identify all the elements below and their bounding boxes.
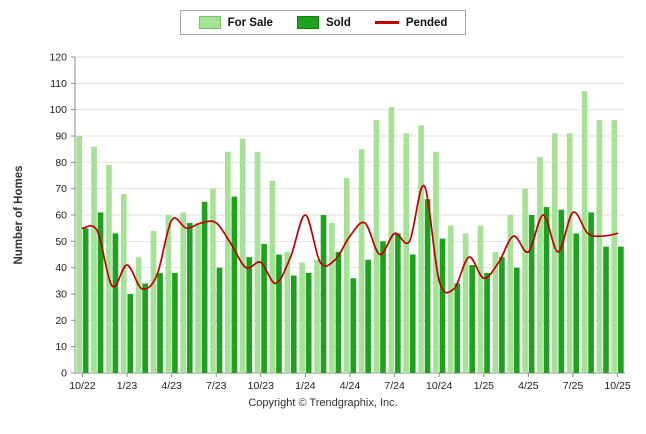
axes — [71, 56, 619, 377]
svg-text:4/25: 4/25 — [518, 380, 539, 392]
svg-text:1/23: 1/23 — [117, 380, 138, 392]
svg-text:90: 90 — [55, 131, 67, 143]
svg-text:10/22: 10/22 — [69, 380, 95, 392]
svg-text:7/24: 7/24 — [384, 380, 405, 392]
legend-item-for-sale: For Sale — [198, 16, 273, 29]
legend-label-for-sale: For Sale — [227, 16, 273, 29]
svg-text:1/24: 1/24 — [295, 380, 316, 392]
svg-text:50: 50 — [55, 236, 67, 248]
svg-text:10/23: 10/23 — [248, 380, 274, 392]
pended-line — [81, 185, 619, 294]
pended-line-swatch-icon — [374, 21, 399, 24]
svg-text:4/23: 4/23 — [161, 380, 182, 392]
for-sale-swatch-icon — [198, 16, 221, 29]
svg-text:10/24: 10/24 — [426, 380, 452, 392]
axis-labels: 0 10 20 30 40 50 60 70 80 90 100 110 120 10/22 1/23 4/2… — [13, 52, 631, 393]
legend-item-pended: Pended — [374, 16, 448, 29]
chart-svg: 0 10 20 30 40 50 60 70 80 90 100 110 120 10/22 1/23 4/2… — [13, 52, 631, 393]
svg-text:4/24: 4/24 — [340, 380, 361, 392]
for-sale-bars — [76, 91, 618, 374]
svg-text:40: 40 — [55, 262, 67, 274]
svg-text:80: 80 — [55, 157, 67, 169]
svg-text:100: 100 — [49, 104, 67, 116]
sold-swatch-icon — [296, 16, 319, 29]
chart-area: 0 10 20 30 40 50 60 70 80 90 100 110 120 10/22 1/23 4/2… — [0, 39, 646, 395]
svg-text:0: 0 — [61, 368, 67, 380]
svg-text:7/23: 7/23 — [206, 380, 227, 392]
svg-text:20: 20 — [55, 315, 67, 327]
svg-text:70: 70 — [55, 183, 67, 195]
svg-text:10/25: 10/25 — [604, 380, 630, 392]
svg-text:7/25: 7/25 — [563, 380, 584, 392]
sold-bars — [82, 196, 624, 373]
y-axis-title: Number of Homes — [13, 165, 25, 264]
legend-row: For Sale Sold Pended — [0, 0, 646, 35]
svg-text:110: 110 — [50, 78, 67, 90]
svg-text:10: 10 — [55, 341, 67, 353]
svg-text:60: 60 — [55, 210, 67, 222]
svg-text:30: 30 — [55, 289, 67, 301]
copyright-text: Copyright © Trendgraphix, Inc. — [248, 397, 398, 409]
legend-label-pended: Pended — [405, 16, 448, 29]
svg-text:120: 120 — [49, 52, 67, 64]
chart-legend: For Sale Sold Pended — [179, 10, 467, 35]
svg-text:1/25: 1/25 — [474, 380, 495, 392]
legend-item-sold: Sold — [296, 16, 351, 29]
legend-label-sold: Sold — [325, 16, 351, 29]
